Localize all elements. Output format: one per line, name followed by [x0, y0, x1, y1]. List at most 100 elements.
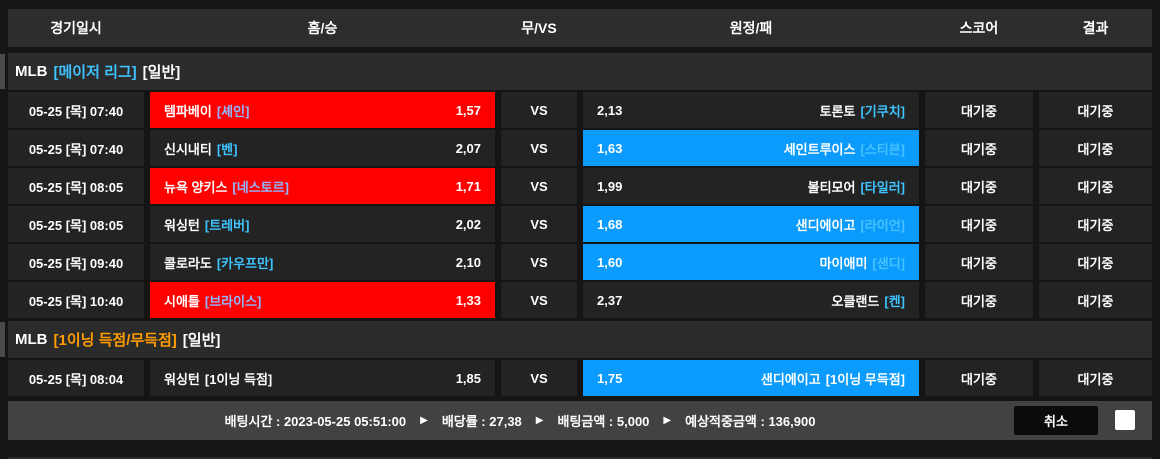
- away-bet-cell[interactable]: 1,99 볼티모어 [타일러]: [583, 168, 919, 204]
- score-status: 대기중: [961, 179, 997, 195]
- away-bet-cell[interactable]: 1,75 샌디에이고 [1이닝 무득점]: [583, 360, 919, 396]
- score-status: 대기중: [961, 255, 997, 271]
- score-cell: 대기중: [925, 168, 1033, 204]
- game-date-cell: 05-25 [목] 08:05: [8, 168, 144, 204]
- result-status: 대기중: [1077, 371, 1114, 387]
- result-cell: 대기중: [1039, 360, 1152, 396]
- bottom-edge: [8, 457, 1152, 459]
- away-team-label: 볼티모어: [807, 179, 856, 195]
- home-odds: 1,57: [455, 102, 481, 118]
- result-status: 대기중: [1077, 103, 1114, 119]
- home-bet-cell[interactable]: 시애틀 [브라이스] 1,33: [150, 282, 495, 318]
- home-team-label: 신시내티: [164, 141, 212, 157]
- away-pitcher-tag: [스티븐]: [860, 141, 905, 157]
- result-status: 대기중: [1077, 293, 1114, 309]
- result-cell: 대기중: [1039, 282, 1152, 318]
- game-date-cell: 05-25 [목] 08:05: [8, 206, 144, 242]
- summary-item: 배당률 : 27,38: [441, 414, 522, 429]
- cancel-button[interactable]: 취소: [1014, 406, 1098, 435]
- score-cell: 대기중: [925, 92, 1033, 128]
- betting-summary: 배팅시간 : 2023-05-25 05:51:00 ▶ 배당률 : 27,38 ▶ 배…: [225, 411, 936, 430]
- confirm-checkbox[interactable]: [1115, 410, 1135, 430]
- home-bet-cell[interactable]: 뉴욕 양키스 [네스토르] 1,71: [150, 168, 495, 204]
- result-cell: 대기중: [1039, 130, 1152, 166]
- vs-label: VS: [530, 254, 548, 270]
- score-cell: 대기중: [925, 244, 1033, 280]
- column-header-away: 원정/패: [729, 20, 773, 36]
- score-status: 대기중: [961, 141, 997, 157]
- category-label: [메이저 리그]: [53, 64, 137, 81]
- result-status: 대기중: [1077, 179, 1114, 195]
- away-pitcher-tag: [1이닝 무득점]: [825, 371, 905, 387]
- away-bet-cell[interactable]: 1,60 마이애미 [샌디]: [583, 244, 919, 280]
- game-date-cell: 05-25 [목] 07:40: [8, 92, 144, 128]
- home-team-label: 워싱턴: [164, 217, 200, 233]
- vs-label: VS: [530, 102, 548, 118]
- away-bet-cell[interactable]: 2,13 토론토 [기쿠치]: [583, 92, 919, 128]
- away-bet-cell[interactable]: 2,37 오클랜드 [켄]: [583, 282, 919, 318]
- result-status: 대기중: [1077, 255, 1114, 271]
- summary-item: 배팅금액 : 5,000: [557, 414, 650, 429]
- home-pitcher-tag: [트레버]: [204, 217, 250, 233]
- game-type-label: [일반]: [142, 64, 181, 81]
- league-label: MLB: [15, 331, 48, 348]
- game-row: 05-25 [목] 07:40 신시내티 [벤] 2,07 VS 1,63 세인…: [8, 130, 1152, 166]
- game-row: 05-25 [목] 08:05 뉴욕 양키스 [네스토르] 1,71 VS 1,…: [8, 168, 1152, 204]
- game-date: 05-25 [목] 10:40: [28, 293, 124, 309]
- away-odds: 1,60: [597, 254, 623, 270]
- away-bet-cell[interactable]: 1,68 샌디에이고 [라이언]: [583, 206, 919, 242]
- column-header-draw: 무/VS: [521, 20, 557, 36]
- away-odds: 1,63: [597, 140, 623, 156]
- separator-arrow-icon: ▶: [535, 415, 544, 426]
- result-status: 대기중: [1077, 141, 1114, 157]
- away-team-label: 마이애미: [819, 255, 868, 271]
- vs-cell: VS: [501, 206, 577, 242]
- vs-cell: VS: [501, 168, 577, 204]
- away-odds: 1,68: [597, 216, 623, 232]
- home-pitcher-tag: [네스토르]: [232, 179, 289, 195]
- game-row: 05-25 [목] 09:40 콜로라도 [카우프만] 2,10 VS 1,60…: [8, 244, 1152, 280]
- vs-label: VS: [530, 178, 548, 194]
- game-date: 05-25 [목] 08:05: [28, 217, 124, 233]
- vs-cell: VS: [501, 282, 577, 318]
- game-date: 05-25 [목] 09:40: [28, 255, 124, 271]
- home-odds: 2,10: [455, 254, 481, 270]
- home-bet-cell[interactable]: 워싱턴 [트레버] 2,02: [150, 206, 495, 242]
- vs-label: VS: [530, 216, 548, 232]
- vs-cell: VS: [501, 360, 577, 396]
- table-header: 경기일시 홈/승 무/VS 원정/패 스코어 결과: [8, 9, 1152, 47]
- away-team-label: 샌디에이고: [760, 371, 821, 387]
- result-cell: 대기중: [1039, 206, 1152, 242]
- home-odds: 1,33: [455, 292, 481, 308]
- home-bet-cell[interactable]: 템파베이 [셰인] 1,57: [150, 92, 495, 128]
- section-header: MLB [1이닝 득점/무득점] [일반]: [0, 321, 1152, 358]
- game-date: 05-25 [목] 07:40: [28, 103, 124, 119]
- score-cell: 대기중: [925, 282, 1033, 318]
- away-pitcher-tag: [켄]: [884, 293, 905, 309]
- home-pitcher-tag: [벤]: [216, 141, 238, 157]
- category-label: [1이닝 득점/무득점]: [53, 332, 177, 349]
- vs-label: VS: [530, 140, 548, 156]
- vs-label: VS: [530, 292, 548, 308]
- column-header-result: 결과: [1082, 20, 1109, 36]
- away-bet-cell[interactable]: 1,63 세인트루이스 [스티븐]: [583, 130, 919, 166]
- summary-item: 예상적중금액 : 136,900: [685, 414, 816, 429]
- away-pitcher-tag: [샌디]: [872, 255, 905, 271]
- away-team-label: 세인트루이스: [783, 141, 856, 157]
- away-odds: 2,37: [597, 292, 623, 308]
- column-header-score: 스코어: [959, 20, 999, 36]
- game-date-cell: 05-25 [목] 09:40: [8, 244, 144, 280]
- game-date: 05-25 [목] 07:40: [28, 141, 124, 157]
- game-row: 05-25 [목] 10:40 시애틀 [브라이스] 1,33 VS 2,37 …: [8, 282, 1152, 318]
- game-row: 05-25 [목] 08:04 워싱턴 [1이닝 득점] 1,85 VS 1,7…: [8, 360, 1152, 396]
- home-bet-cell[interactable]: 신시내티 [벤] 2,07: [150, 130, 495, 166]
- home-bet-cell[interactable]: 콜로라도 [카우프만] 2,10: [150, 244, 495, 280]
- home-pitcher-tag: [1이닝 득점]: [204, 371, 273, 387]
- result-cell: 대기중: [1039, 92, 1152, 128]
- away-team-label: 오클랜드: [831, 293, 880, 309]
- home-pitcher-tag: [셰인]: [216, 103, 250, 119]
- home-odds: 1,85: [455, 370, 481, 386]
- score-status: 대기중: [961, 371, 997, 387]
- home-bet-cell[interactable]: 워싱턴 [1이닝 득점] 1,85: [150, 360, 495, 396]
